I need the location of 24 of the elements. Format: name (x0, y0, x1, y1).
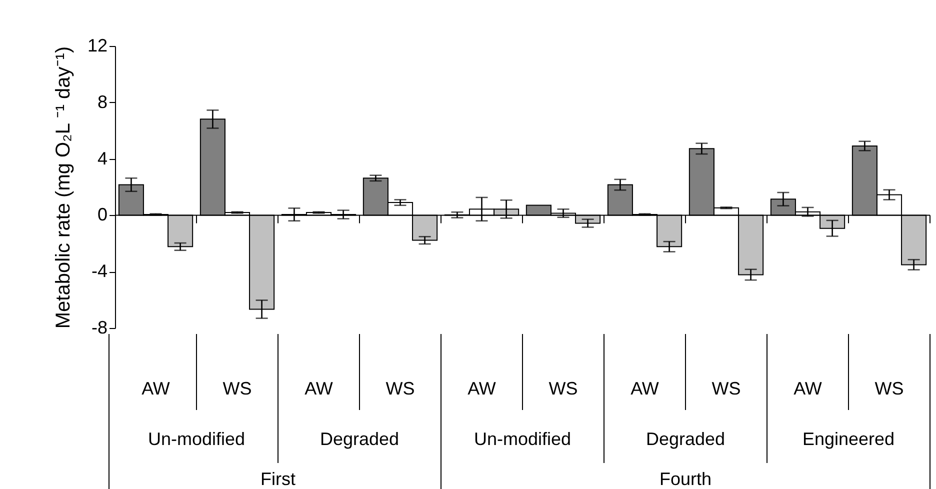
x-tick-label: WS (712, 378, 741, 398)
y-tick-label: -8 (91, 318, 108, 338)
x-tick-label: AW (794, 378, 822, 398)
text: Fourth (659, 469, 712, 489)
y-axis-title: Metabolic rate (mg O₂L ⁻¹ day⁻¹) (52, 46, 74, 329)
x-tick-label: AW (142, 378, 170, 398)
text: Un-modified (148, 429, 246, 449)
x-tick-label: AW (304, 378, 333, 398)
text: Engineered (802, 429, 895, 449)
y-tick-label: 0 (97, 204, 108, 225)
x-tick-label: WS (222, 378, 252, 398)
text: Un-modified (474, 429, 572, 449)
y-tick-label: 12 (87, 36, 108, 56)
x-tick-label: AW (630, 378, 659, 398)
x-tick-label: AW (468, 378, 496, 398)
x-tick-label: WS (548, 378, 578, 398)
y-tick-label: -4 (91, 261, 108, 282)
y-tick-label: 8 (97, 92, 108, 112)
text: Degraded (320, 429, 400, 449)
x-tick-label: WS (874, 378, 904, 398)
text: Degraded (646, 429, 726, 449)
text: First (260, 469, 296, 489)
y-tick-label: 4 (97, 148, 108, 168)
x-tick-label: WS (386, 378, 415, 398)
